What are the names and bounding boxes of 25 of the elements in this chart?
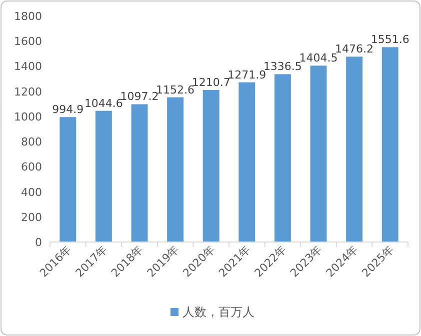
bar [202,90,220,242]
data-label: 1476.2 [335,42,374,56]
bar [95,110,112,242]
y-tick-label: 1400 [14,60,42,74]
bar [60,117,76,242]
bar [131,104,148,242]
y-tick-label: 600 [21,160,42,174]
y-tick-label: 1200 [14,85,42,98]
y-tick-label: 400 [21,186,42,199]
data-label: 1404.5 [299,52,338,65]
bar [382,47,398,242]
bar [274,74,291,242]
data-label: 994.9 [52,103,84,116]
y-tick-label: 0 [35,236,42,249]
y-tick-label: 800 [21,136,42,149]
y-tick-label: 200 [21,210,42,224]
y-tick-label: 1800 [14,10,42,23]
data-label: 1044.6 [84,96,123,110]
y-tick-label: 1600 [14,35,42,48]
bar [310,66,327,242]
y-tick-label: 1000 [14,110,42,124]
bar [167,97,184,242]
bar [346,56,363,242]
bar [238,82,256,242]
legend-label: 人数，百万人 [182,305,254,319]
